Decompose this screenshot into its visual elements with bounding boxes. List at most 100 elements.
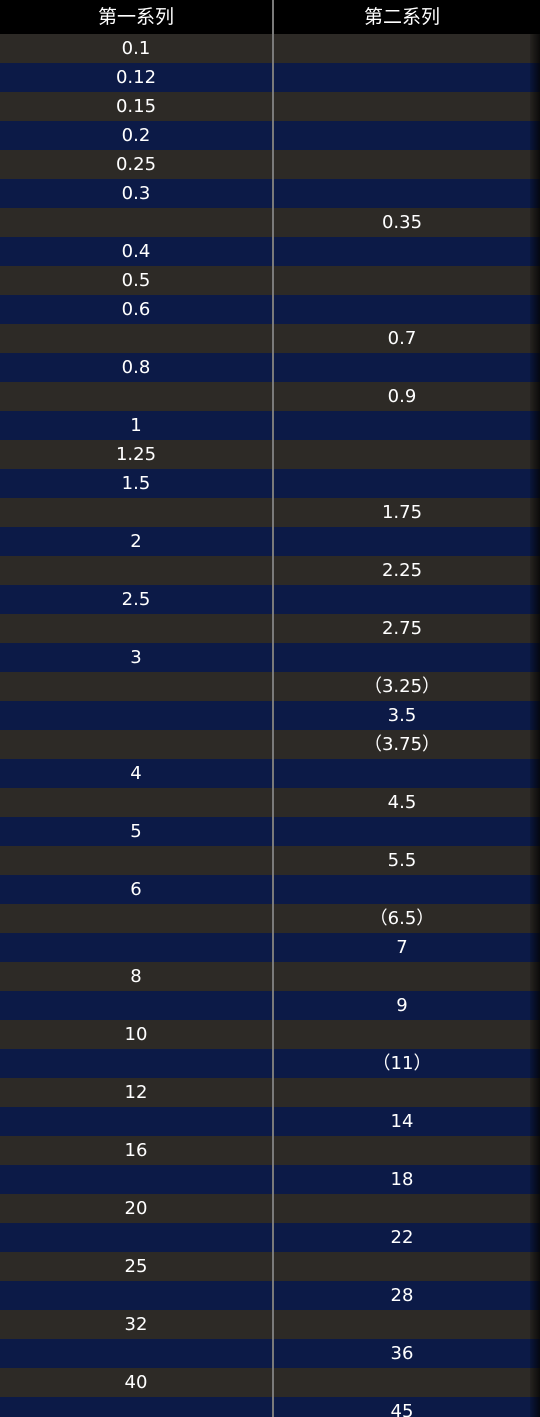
series-1-cell: 32 (0, 1310, 272, 1339)
series-2-cell (274, 1310, 530, 1339)
table-row: 0.6 (0, 295, 540, 324)
series-1-cell: 0.3 (0, 179, 272, 208)
table-row: 1.75 (0, 498, 540, 527)
series-2-cell: 3.5 (274, 701, 530, 730)
right-edge-shadow (530, 614, 540, 643)
series-2-cell (274, 962, 530, 991)
series-2-cell (274, 1136, 530, 1165)
series-2-cell (274, 817, 530, 846)
right-edge-shadow (530, 585, 540, 614)
series-2-cell (274, 643, 530, 672)
table-row: 9 (0, 991, 540, 1020)
table-row: 36 (0, 1339, 540, 1368)
series-2-cell: （3.75） (274, 730, 530, 759)
right-edge-shadow (530, 469, 540, 498)
right-edge-shadow (530, 788, 540, 817)
series-1-cell (0, 1165, 272, 1194)
right-edge-shadow (530, 121, 540, 150)
table-row: 1 (0, 411, 540, 440)
right-edge-shadow (530, 730, 540, 759)
table-row: 0.2 (0, 121, 540, 150)
table-row: 0.25 (0, 150, 540, 179)
series-2-cell: 0.35 (274, 208, 530, 237)
series-1-cell (0, 701, 272, 730)
series-1-cell: 25 (0, 1252, 272, 1281)
table-row: 4 (0, 759, 540, 788)
right-edge-shadow (530, 1397, 540, 1417)
right-edge-shadow (530, 150, 540, 179)
column-header-series-2: 第二系列 (274, 0, 530, 34)
right-edge-shadow (530, 324, 540, 353)
table-row: 10 (0, 1020, 540, 1049)
series-2-cell (274, 1020, 530, 1049)
series-2-cell: （3.25） (274, 672, 530, 701)
right-edge-shadow (530, 672, 540, 701)
series-1-cell: 20 (0, 1194, 272, 1223)
right-edge-shadow (530, 1020, 540, 1049)
series-1-cell (0, 382, 272, 411)
right-edge-shadow (530, 1368, 540, 1397)
series-1-cell: 1.25 (0, 440, 272, 469)
right-edge-shadow (530, 1165, 540, 1194)
table-row: 0.35 (0, 208, 540, 237)
series-2-cell: 28 (274, 1281, 530, 1310)
right-edge-shadow (530, 179, 540, 208)
series-2-cell (274, 585, 530, 614)
table-row: （11） (0, 1049, 540, 1078)
table-row: 5.5 (0, 846, 540, 875)
series-1-cell: 0.25 (0, 150, 272, 179)
series-2-cell: （6.5） (274, 904, 530, 933)
series-2-cell: 9 (274, 991, 530, 1020)
series-1-cell: 0.12 (0, 63, 272, 92)
table-row: 14 (0, 1107, 540, 1136)
right-edge-shadow (530, 295, 540, 324)
series-1-cell: 4 (0, 759, 272, 788)
series-2-cell: 14 (274, 1107, 530, 1136)
table-row: 6 (0, 875, 540, 904)
series-1-cell (0, 730, 272, 759)
series-2-cell: 45 (274, 1397, 530, 1417)
series-2-cell (274, 411, 530, 440)
series-2-cell: 36 (274, 1339, 530, 1368)
series-1-cell (0, 1397, 272, 1417)
series-2-cell (274, 92, 530, 121)
right-edge-shadow (530, 1310, 540, 1339)
series-1-cell (0, 1223, 272, 1252)
table-row: 1.25 (0, 440, 540, 469)
series-2-cell (274, 150, 530, 179)
series-1-cell: 40 (0, 1368, 272, 1397)
series-1-cell: 12 (0, 1078, 272, 1107)
table-row: 20 (0, 1194, 540, 1223)
table-row: 0.4 (0, 237, 540, 266)
table-row: 0.12 (0, 63, 540, 92)
table-row: 3 (0, 643, 540, 672)
series-1-cell: 3 (0, 643, 272, 672)
series-2-cell (274, 179, 530, 208)
series-2-cell (274, 1368, 530, 1397)
right-edge-shadow (530, 1281, 540, 1310)
series-2-cell (274, 759, 530, 788)
right-edge-shadow (530, 1078, 540, 1107)
series-1-cell: 0.2 (0, 121, 272, 150)
table-row: 32 (0, 1310, 540, 1339)
series-1-cell (0, 846, 272, 875)
series-1-cell: 2.5 (0, 585, 272, 614)
right-edge-shadow (530, 63, 540, 92)
table-row: 2 (0, 527, 540, 556)
right-edge-shadow (530, 0, 540, 34)
series-2-cell (274, 469, 530, 498)
series-1-cell: 5 (0, 817, 272, 846)
series-1-cell (0, 904, 272, 933)
series-2-cell: 2.75 (274, 614, 530, 643)
right-edge-shadow (530, 556, 540, 585)
series-2-cell (274, 875, 530, 904)
table-body[interactable]: 0.1 0.12 0.15 0.2 0.25 0.3 0.35 0.4 0.5 0.6 0.7 0.8… (0, 34, 540, 1417)
series-2-cell (274, 1078, 530, 1107)
right-edge-shadow (530, 1194, 540, 1223)
right-edge-shadow (530, 817, 540, 846)
series-1-cell: 2 (0, 527, 272, 556)
table-header: 第一系列 第二系列 (0, 0, 540, 34)
table-row: 12 (0, 1078, 540, 1107)
series-1-cell (0, 933, 272, 962)
